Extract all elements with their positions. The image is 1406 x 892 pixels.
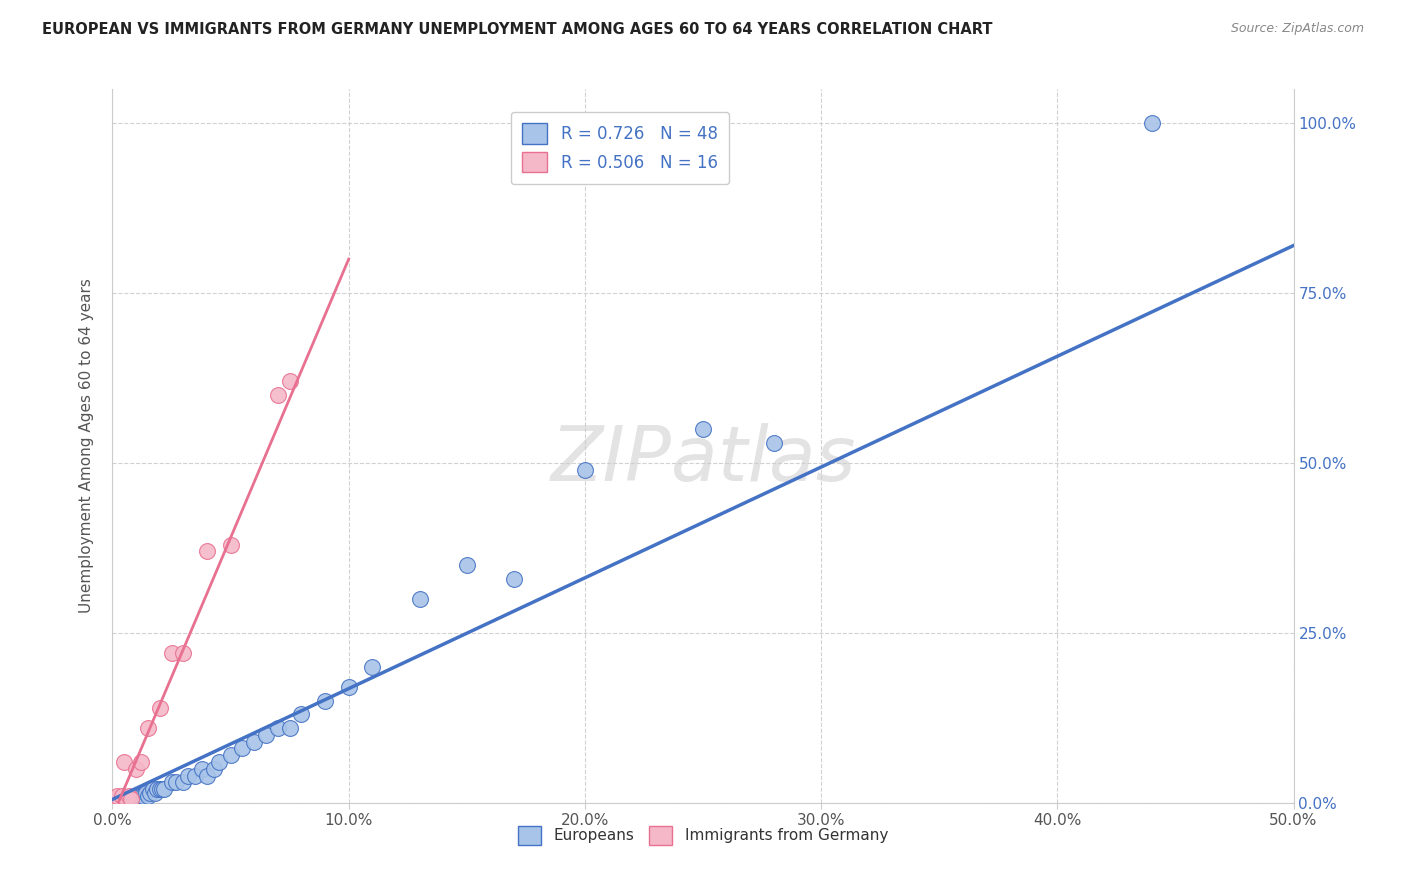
Point [135, 786, 157, 800]
Y-axis label: Unemployment Among Ages 60 to 64 years: Unemployment Among Ages 60 to 64 years [79, 278, 94, 614]
Point [278, 375, 301, 389]
Point [1140, 116, 1163, 130]
Point [165, 775, 187, 789]
Legend: Europeans, Immigrants from Germany: Europeans, Immigrants from Germany [510, 818, 896, 852]
Point [243, 734, 266, 748]
Point [254, 728, 277, 742]
Point [177, 769, 200, 783]
Point [503, 572, 526, 586]
Point [153, 782, 176, 797]
Point [101, 792, 124, 806]
Point [184, 769, 207, 783]
Point [105, 789, 128, 803]
Point [408, 591, 430, 606]
Point [172, 775, 194, 789]
Point [125, 789, 148, 803]
Point [105, 792, 128, 806]
Point [142, 782, 165, 797]
Point [125, 762, 148, 776]
Point [112, 755, 135, 769]
Point [146, 782, 169, 797]
Point [219, 537, 242, 551]
Point [115, 792, 138, 806]
Text: Source: ZipAtlas.com: Source: ZipAtlas.com [1230, 22, 1364, 36]
Text: ZIPatlas: ZIPatlas [550, 424, 856, 497]
Point [136, 721, 159, 735]
Point [160, 646, 183, 660]
Point [762, 435, 785, 450]
Point [267, 388, 290, 402]
Point [692, 422, 714, 436]
Point [112, 792, 135, 806]
Point [129, 789, 152, 803]
Point [231, 741, 253, 756]
Point [172, 646, 194, 660]
Point [118, 792, 141, 806]
Point [149, 782, 172, 797]
Point [278, 721, 301, 735]
Point [129, 755, 152, 769]
Point [118, 789, 141, 803]
Point [191, 762, 214, 776]
Point [219, 748, 242, 763]
Point [132, 789, 155, 803]
Point [456, 558, 478, 572]
Point [337, 680, 360, 694]
Point [143, 786, 166, 800]
Point [125, 789, 148, 803]
Point [111, 789, 134, 803]
Text: EUROPEAN VS IMMIGRANTS FROM GERMANY UNEMPLOYMENT AMONG AGES 60 TO 64 YEARS CORRE: EUROPEAN VS IMMIGRANTS FROM GERMANY UNEM… [42, 22, 993, 37]
Point [574, 463, 596, 477]
Point [149, 700, 172, 714]
Point [122, 790, 145, 805]
Point [120, 792, 142, 806]
Point [195, 544, 218, 558]
Point [314, 694, 336, 708]
Point [150, 782, 173, 797]
Point [208, 755, 231, 769]
Point [136, 789, 159, 803]
Point [361, 660, 384, 674]
Point [139, 786, 162, 800]
Point [202, 762, 225, 776]
Point [267, 721, 290, 735]
Point [290, 707, 312, 722]
Point [108, 792, 131, 806]
Point [101, 792, 124, 806]
Point [120, 792, 142, 806]
Point [160, 775, 183, 789]
Point [111, 792, 134, 806]
Point [195, 769, 218, 783]
